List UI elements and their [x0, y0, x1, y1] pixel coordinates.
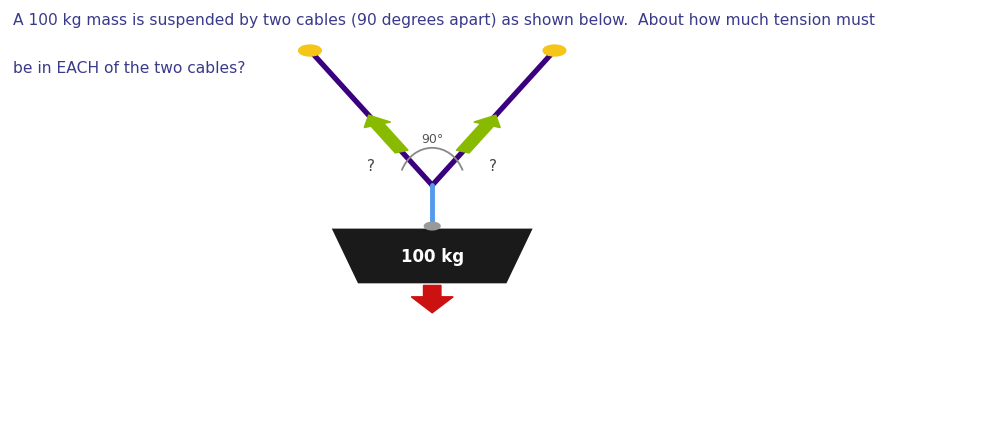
FancyArrow shape — [411, 285, 454, 313]
Text: A 100 kg mass is suspended by two cables (90 degrees apart) as shown below.  Abo: A 100 kg mass is suspended by two cables… — [13, 13, 875, 28]
Circle shape — [543, 45, 566, 56]
Circle shape — [424, 222, 440, 230]
Text: 90°: 90° — [421, 133, 444, 146]
Text: ?: ? — [367, 159, 375, 174]
FancyArrow shape — [457, 115, 500, 153]
Text: ?: ? — [489, 159, 497, 174]
Circle shape — [298, 45, 322, 56]
Polygon shape — [332, 229, 532, 283]
FancyArrow shape — [364, 115, 408, 153]
Text: be in EACH of the two cables?: be in EACH of the two cables? — [13, 61, 246, 76]
Text: 100 kg: 100 kg — [400, 248, 463, 266]
